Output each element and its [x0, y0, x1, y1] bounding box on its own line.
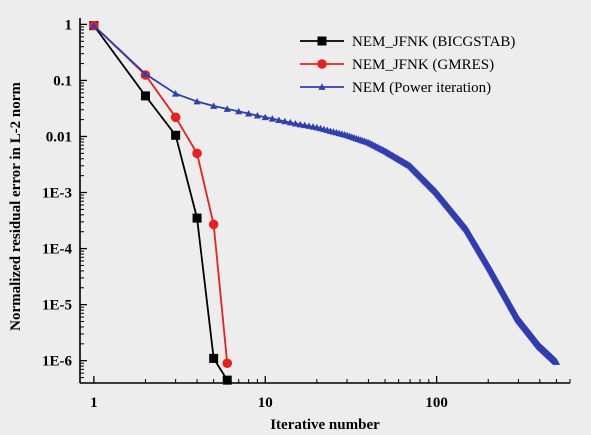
legend-marker [317, 59, 327, 69]
series-line [93, 24, 229, 364]
data-point [223, 105, 231, 112]
data-point [296, 120, 304, 128]
data-point [90, 22, 98, 29]
axes: 1 10 100 1 0.1 0.01 1E-3 1E-4 1E-5 1E-6 [42, 17, 571, 411]
data-point [140, 91, 150, 101]
legend-item: NEM_JFNK (BICGSTAB) [300, 34, 515, 50]
data-point [170, 112, 181, 123]
data-point [210, 102, 218, 109]
x-tick-label: 10 [258, 395, 273, 411]
legend: NEM_JFNK (BICGSTAB) NEM_JFNK (GMRES) NEM (… [300, 34, 515, 96]
data-point [208, 219, 219, 230]
legend-marker [317, 36, 327, 46]
data-point [253, 111, 262, 119]
data-point [552, 358, 561, 365]
data-point [268, 115, 276, 122]
y-tick-label: 0.1 [53, 73, 72, 89]
data-point [172, 90, 180, 97]
y-tick-label: 1E-4 [42, 242, 73, 258]
legend-item: NEM_JFNK (GMRES) [300, 57, 494, 73]
x-tick-label: 1 [90, 395, 98, 411]
data-point [141, 70, 150, 77]
y-tick-label: 1 [65, 17, 73, 33]
data-point [192, 148, 202, 159]
y-tick-label: 1E-3 [42, 186, 72, 202]
data-point [275, 116, 283, 123]
x-tick-label: 100 [425, 395, 448, 411]
series-2 [90, 22, 561, 365]
data-point [261, 113, 269, 121]
y-tick-label: 1E-6 [42, 354, 73, 370]
y-tick-label: 1E-5 [42, 298, 72, 314]
y-tick-label: 0.01 [46, 129, 72, 145]
data-point [245, 110, 253, 117]
data-point [281, 117, 289, 125]
data-point [222, 358, 233, 369]
legend-marker [318, 83, 326, 90]
x-axis-title: Iterative number [270, 417, 380, 433]
y-axis-title: Normalized residual error in L-2 norm [8, 82, 24, 331]
data-point [193, 97, 201, 105]
data-point [286, 118, 294, 126]
data-point [301, 121, 309, 129]
legend-label: NEM_JFNK (BICGSTAB) [352, 34, 515, 50]
legend-label: NEM (Power iteration) [352, 80, 491, 96]
series-line [93, 25, 228, 381]
data-point [291, 119, 300, 127]
legend-label: NEM_JFNK (GMRES) [352, 57, 494, 73]
series-1 [89, 20, 233, 369]
data-point [192, 213, 202, 223]
series-0 [89, 21, 232, 385]
legend-item: NEM (Power iteration) [300, 80, 491, 96]
plot-area [89, 20, 561, 385]
data-point [235, 107, 243, 115]
data-point [171, 130, 181, 140]
data-point [209, 353, 219, 363]
series-line [93, 24, 558, 363]
